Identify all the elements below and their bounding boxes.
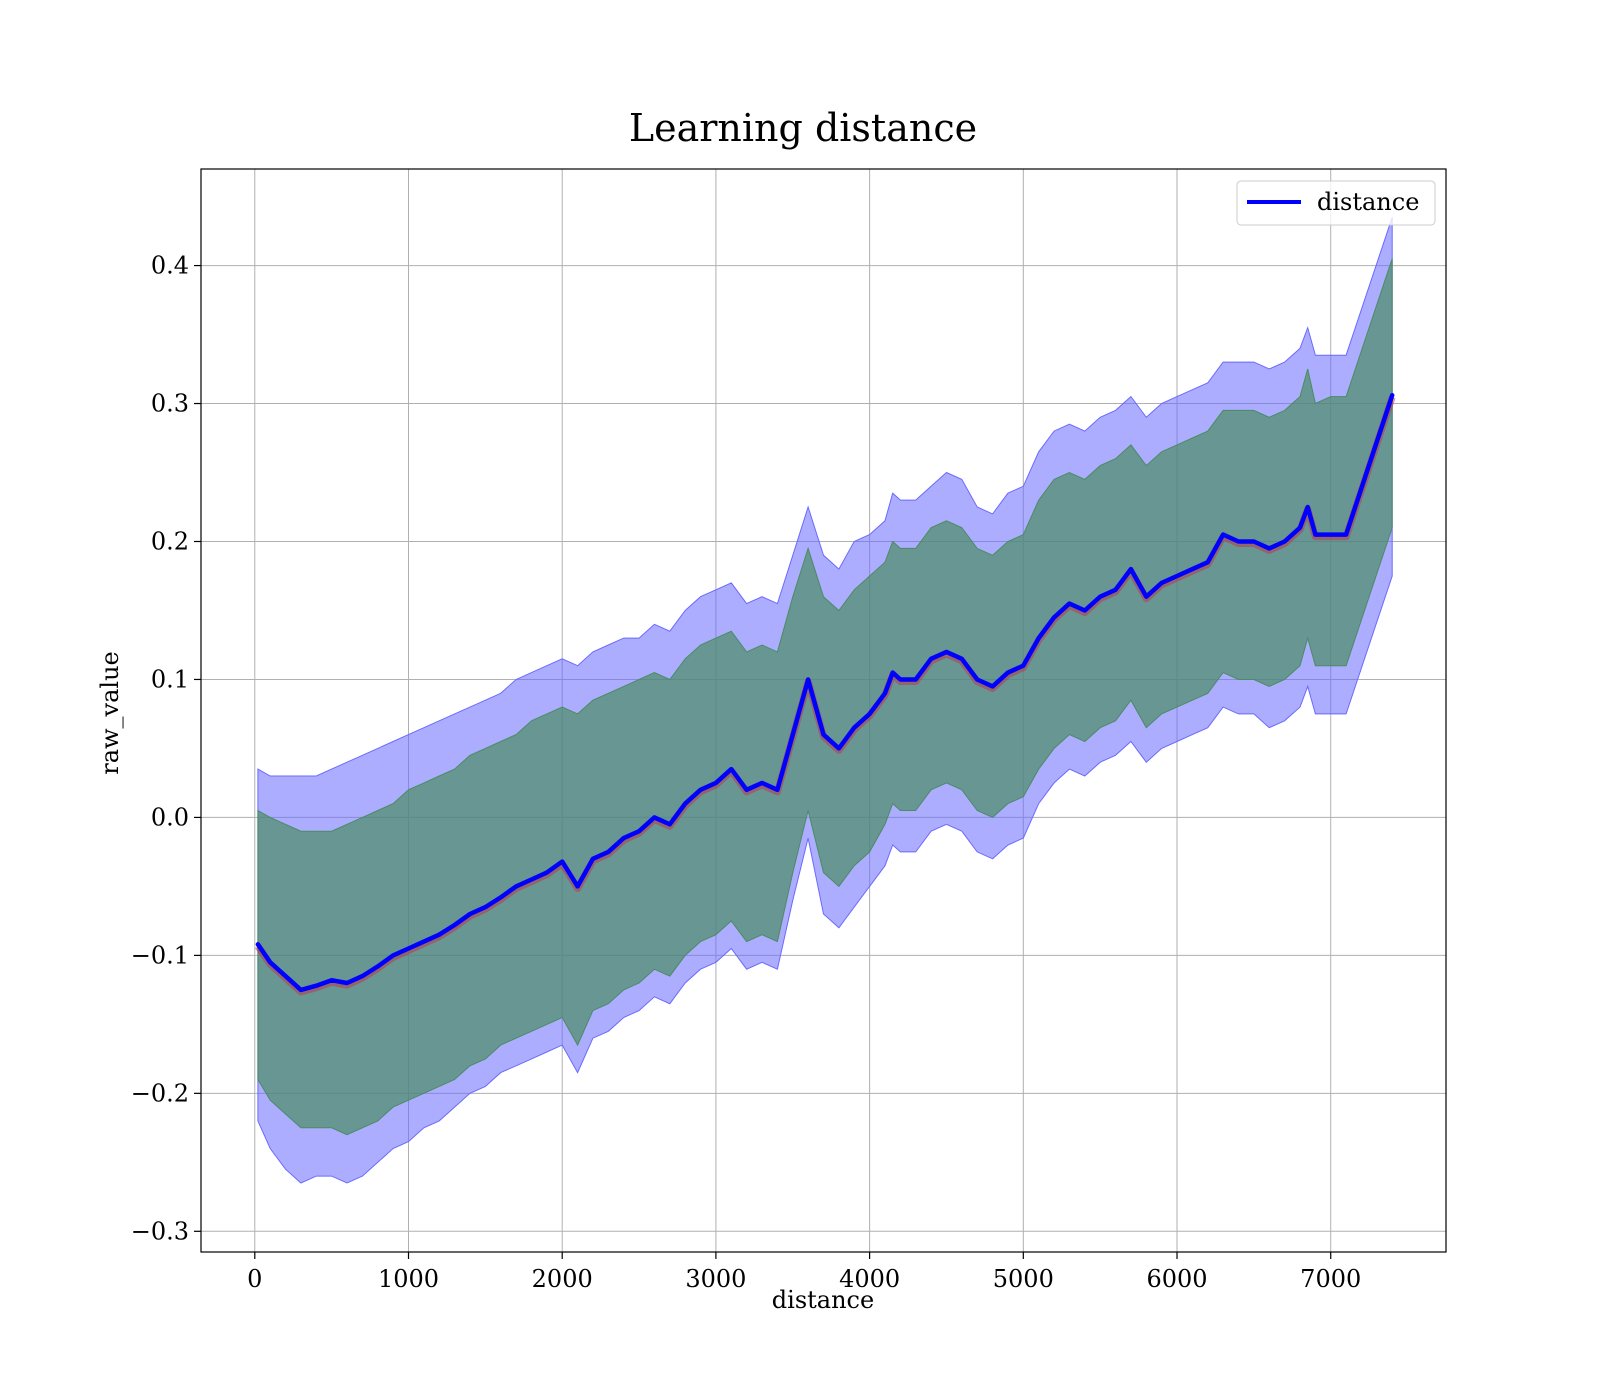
x-tick-label: 4000 [839,1265,900,1293]
x-axis-ticks: 0 1000 2000 3000 4000 5000 6000 7000 [247,1252,1361,1293]
y-tick-label: −0.1 [131,941,189,969]
y-tick-label: 0.0 [151,803,189,831]
x-tick-label: 7000 [1300,1265,1361,1293]
x-tick-label: 1000 [378,1265,439,1293]
x-axis-label: distance [772,1286,874,1314]
series-line-distance [255,393,1395,993]
chart-title: Learning distance [629,106,977,150]
y-tick-label: 0.1 [151,665,189,693]
x-tick-label: 2000 [532,1265,593,1293]
y-tick-label: −0.3 [131,1217,189,1245]
x-tick-label: 5000 [993,1265,1054,1293]
y-tick-label: 0.3 [151,390,189,418]
legend-box [1236,180,1436,226]
x-tick-label: 3000 [685,1265,746,1293]
x-tick-label: 6000 [1146,1265,1207,1293]
y-tick-label: −0.2 [131,1079,189,1107]
y-axis-ticks: −0.3 −0.2 −0.1 0.0 0.1 0.2 0.3 0.4 [131,252,201,1245]
y-tick-label: 0.2 [151,527,189,555]
plot-area [200,168,1447,1253]
line-layer [255,393,1396,996]
band-layer [257,217,1393,1184]
grid-layer [201,169,1446,1252]
legend-label-distance: distance [1317,188,1419,216]
y-axis-label: raw_value [96,651,124,775]
legend: distance [1236,180,1436,226]
inner-confidence-band [257,258,1393,1136]
x-tick-label: 0 [247,1265,262,1293]
y-tick-label: 0.4 [151,252,189,280]
plot-frame [200,168,1447,1253]
